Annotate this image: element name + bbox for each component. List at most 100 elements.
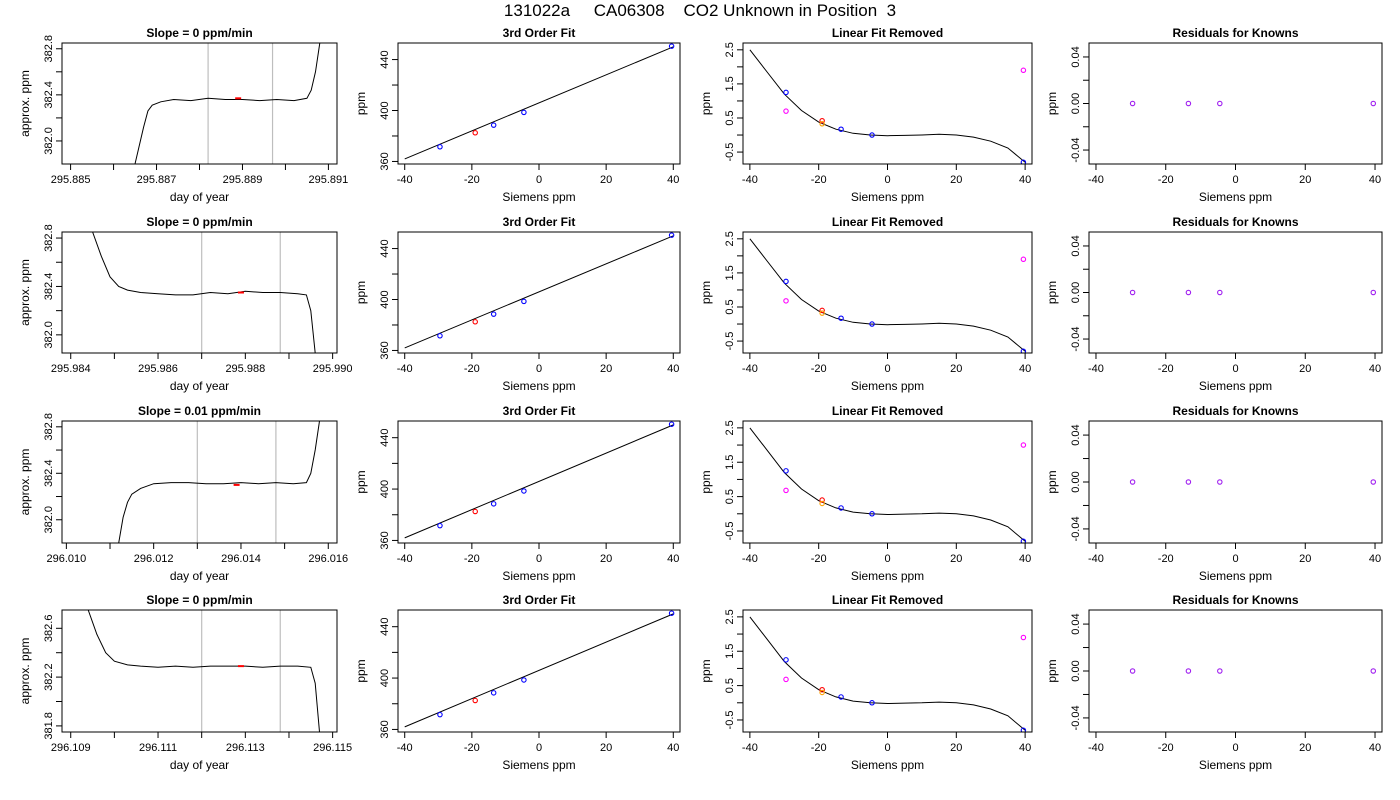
x-tick-label: 40: [1369, 363, 1381, 375]
panel-title: 3rd Order Fit: [503, 404, 576, 418]
x-tick-label: 40: [667, 553, 679, 565]
x-tick-label: 0: [1232, 174, 1238, 186]
y-tick-label: 0.04: [1070, 46, 1082, 67]
data-point: [1020, 348, 1027, 353]
data-marks: [749, 616, 1027, 732]
y-axis-label: approx. ppm: [18, 70, 32, 137]
data-point: [472, 508, 478, 515]
y-tick-label: 440: [379, 429, 391, 447]
y-axis-label: ppm: [354, 92, 368, 115]
panel-r4-trace: Slope = 0 ppm/min 296.109 296.111 296.113 29…: [18, 593, 352, 772]
y-axis-label: ppm: [1045, 659, 1059, 682]
data-point: [783, 676, 789, 683]
plot-frame: [1088, 609, 1383, 733]
data-point: [783, 468, 789, 474]
data-point: [668, 232, 675, 238]
data-point: [838, 694, 844, 700]
y-tick-label: 382.2: [43, 663, 55, 691]
data-point: [869, 700, 875, 706]
x-tick-label: 295.887: [137, 174, 177, 186]
data-point: [437, 144, 443, 150]
fit-curve: [749, 616, 1026, 731]
data-point: [819, 500, 825, 507]
x-tick-label: 296.111: [139, 742, 177, 754]
panel-title: Residuals for Knowns: [1172, 26, 1298, 40]
plot-frame: [61, 231, 338, 354]
y-tick-label: 360: [379, 531, 391, 549]
data-point: [783, 657, 789, 663]
panel-title: 3rd Order Fit: [503, 215, 576, 229]
data-point: [1129, 479, 1136, 485]
fit-line: [404, 424, 674, 539]
x-tick-label: 0: [884, 553, 890, 565]
y-tick-label: 400: [379, 101, 391, 119]
plot-frame: [61, 420, 338, 544]
x-tick-label: 0: [1232, 553, 1238, 565]
x-tick-label: 40: [667, 174, 679, 186]
y-tick-label: 0.00: [1070, 471, 1082, 492]
x-axis-label: day of year: [170, 758, 229, 772]
data-point: [869, 132, 875, 138]
x-tick-label: 40: [667, 742, 679, 754]
data-point: [819, 686, 825, 693]
data-point: [1020, 442, 1027, 448]
y-tick-label: -0.04: [1070, 705, 1082, 730]
x-axis-label: Siemens ppm: [851, 758, 924, 772]
data-point: [1217, 479, 1223, 485]
data-marks: [87, 610, 320, 732]
x-tick-label: 20: [1299, 363, 1311, 375]
panel-title: Linear Fit Removed: [832, 404, 943, 418]
data-point: [521, 488, 527, 494]
data-point: [1129, 668, 1136, 674]
data-point: [819, 117, 825, 124]
data-point: [1185, 668, 1192, 674]
y-tick-label: 2.5: [724, 42, 736, 57]
data-marks: [1129, 289, 1377, 296]
data-point: [1020, 634, 1027, 641]
data-point: [1129, 100, 1136, 107]
x-tick-label: 40: [1019, 363, 1031, 375]
y-tick-label: 0.04: [1070, 424, 1082, 445]
y-axis-label: ppm: [354, 281, 368, 304]
y-tick-label: 400: [379, 480, 391, 498]
x-tick-label: 20: [1299, 553, 1311, 565]
x-axis-label: Siemens ppm: [502, 190, 575, 204]
data-point: [819, 121, 825, 127]
x-tick-label: -40: [742, 553, 758, 565]
x-axis-label: Siemens ppm: [851, 569, 924, 583]
data-point: [668, 43, 675, 49]
data-point: [819, 307, 825, 314]
data-point: [1129, 289, 1136, 296]
y-axis-label: ppm: [699, 659, 713, 682]
x-tick-label: 295.889: [223, 174, 263, 186]
x-tick-label: -40: [742, 742, 758, 754]
y-axis-label: ppm: [1045, 281, 1059, 304]
y-tick-label: 382.0: [43, 321, 55, 349]
x-tick-label: -20: [464, 174, 480, 186]
panel-r3-trace: Slope = 0.01 ppm/min 296.010 296.012 296.01…: [18, 404, 348, 583]
data-point: [472, 319, 478, 325]
y-tick-label: 1.5: [724, 644, 736, 659]
data-point: [783, 278, 789, 285]
y-tick-label: -0.5: [724, 143, 736, 162]
y-tick-label: 0.5: [724, 110, 736, 125]
y-tick-label: 0.00: [1070, 282, 1082, 303]
panel-title: Slope = 0 ppm/min: [146, 215, 252, 229]
x-tick-label: 40: [1019, 742, 1031, 754]
data-point: [1217, 289, 1223, 296]
panel-r3-fit: 3rd Order Fit -40 -20 0 20 40 360 400 440 Siemens…: [354, 404, 681, 583]
fit-curve: [749, 427, 1026, 542]
x-tick-label: -20: [464, 742, 480, 754]
x-tick-label: 295.990: [313, 363, 353, 375]
x-tick-label: 296.016: [308, 553, 348, 565]
y-tick-label: 0.5: [724, 299, 736, 314]
plot-frame: [61, 609, 338, 733]
x-tick-label: -40: [1088, 742, 1104, 754]
data-point: [819, 310, 825, 316]
x-axis-label: Siemens ppm: [502, 569, 575, 583]
y-tick-label: 440: [379, 50, 391, 68]
panel-title: 3rd Order Fit: [503, 26, 576, 40]
data-marks: [404, 43, 675, 160]
data-point: [472, 697, 478, 704]
page-title: 131022a CA06308 CO2 Unknown in Position …: [503, 1, 897, 20]
